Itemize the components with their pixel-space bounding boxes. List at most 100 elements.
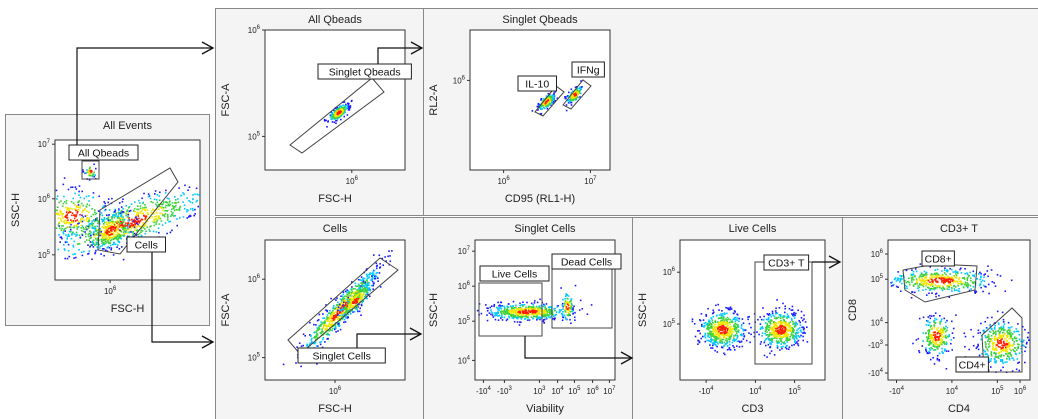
- event-dot: [127, 212, 129, 214]
- event-dot: [330, 320, 333, 322]
- event-dot: [528, 313, 530, 316]
- event-dot: [142, 222, 144, 224]
- event-dot: [734, 316, 737, 319]
- event-dot: [772, 326, 774, 328]
- gate-label-cells[interactable]: Cells: [126, 236, 166, 253]
- gate-label-singlet-cells[interactable]: Singlet Cells: [297, 347, 386, 364]
- event-dot: [486, 319, 489, 322]
- gate-label-il-10[interactable]: IL-10: [517, 75, 557, 92]
- event-dot: [717, 328, 719, 331]
- event-dot: [543, 309, 546, 311]
- event-dot: [329, 323, 332, 326]
- event-dot: [709, 333, 712, 335]
- event-dot: [151, 216, 153, 218]
- event-dot: [958, 288, 960, 290]
- event-dot: [570, 300, 572, 302]
- event-dot: [546, 314, 548, 317]
- event-dot: [716, 351, 719, 353]
- event-dot: [102, 222, 105, 225]
- event-dot: [343, 112, 345, 115]
- event-dot: [792, 334, 794, 336]
- event-dot: [794, 332, 797, 334]
- event-dot: [566, 308, 569, 311]
- event-dot: [117, 222, 120, 225]
- event-dot: [137, 233, 139, 236]
- event-dot: [119, 219, 122, 221]
- event-dot: [757, 318, 759, 321]
- gate-label-dead-cells[interactable]: Dead Cells: [551, 253, 622, 270]
- event-dot: [969, 284, 972, 287]
- event-dot: [360, 304, 363, 307]
- event-dot: [788, 324, 790, 327]
- event-dot: [117, 221, 120, 223]
- event-dot: [322, 337, 325, 339]
- gate-label-cd3-t[interactable]: CD3+ T: [763, 254, 810, 271]
- event-dot: [703, 322, 705, 325]
- event-dot: [340, 299, 343, 302]
- gate-singlet-qbeads[interactable]: [289, 77, 385, 154]
- gate-label-singlet-qbeads[interactable]: Singlet Qbeads: [317, 63, 412, 80]
- gate-il-10[interactable]: [534, 85, 565, 117]
- gate-singlet-cells[interactable]: [287, 257, 399, 355]
- event-dot: [537, 310, 539, 312]
- event-dot: [70, 219, 72, 221]
- event-dot: [497, 319, 500, 321]
- x-tick-label: -103: [497, 386, 513, 396]
- event-dot: [103, 218, 106, 221]
- event-dot: [539, 113, 542, 115]
- gate-ifng[interactable]: [562, 79, 592, 110]
- event-dot: [345, 307, 348, 309]
- event-dot: [919, 274, 922, 276]
- event-dot: [97, 222, 99, 225]
- event-dot: [522, 305, 524, 307]
- event-dot: [761, 335, 763, 337]
- event-dot: [329, 309, 331, 312]
- event-dot: [62, 213, 64, 215]
- event-dot: [561, 304, 564, 306]
- event-dot: [938, 360, 941, 362]
- event-dot: [127, 219, 130, 221]
- gate-label-ifng[interactable]: IFNg: [571, 61, 605, 78]
- event-dot: [186, 217, 188, 219]
- event-dot: [739, 334, 742, 336]
- event-dot: [730, 321, 733, 323]
- event-dot: [781, 336, 784, 338]
- gate-cells[interactable]: [97, 167, 179, 255]
- event-dot: [124, 232, 127, 234]
- event-dot: [347, 300, 350, 302]
- gate-label-all-qbeads[interactable]: All Qbeads: [68, 144, 139, 161]
- event-dot: [925, 332, 927, 334]
- event-dot: [769, 342, 771, 344]
- event-dot: [775, 327, 777, 330]
- gate-all-qbeads[interactable]: [81, 160, 100, 180]
- event-dot: [90, 237, 92, 239]
- event-dot: [338, 303, 341, 306]
- event-dot: [942, 341, 944, 343]
- event-dot: [92, 246, 95, 248]
- event-dot: [895, 285, 898, 288]
- event-dot: [567, 298, 569, 300]
- event-dot: [171, 202, 174, 204]
- event-dot: [318, 326, 320, 328]
- event-dot: [114, 231, 117, 233]
- gate-label-live-cells[interactable]: Live Cells: [479, 265, 550, 282]
- event-dot: [179, 207, 181, 209]
- event-dot: [806, 326, 808, 328]
- event-dot: [933, 287, 935, 290]
- x-tick-label: -104: [889, 386, 905, 396]
- event-dot: [108, 209, 111, 211]
- event-dot: [513, 307, 515, 310]
- event-dot: [966, 278, 968, 280]
- event-dot: [796, 341, 798, 343]
- x-tick-label: 107: [584, 176, 597, 186]
- event-dot: [937, 344, 940, 346]
- event-dot: [65, 199, 68, 202]
- event-dot: [59, 236, 62, 239]
- event-dot: [108, 222, 110, 224]
- gate-live-cells[interactable]: [478, 282, 543, 337]
- event-dot: [103, 217, 106, 219]
- event-dot: [789, 336, 791, 338]
- event-dot: [335, 122, 337, 125]
- event-dot: [516, 316, 518, 319]
- event-dot: [369, 273, 371, 276]
